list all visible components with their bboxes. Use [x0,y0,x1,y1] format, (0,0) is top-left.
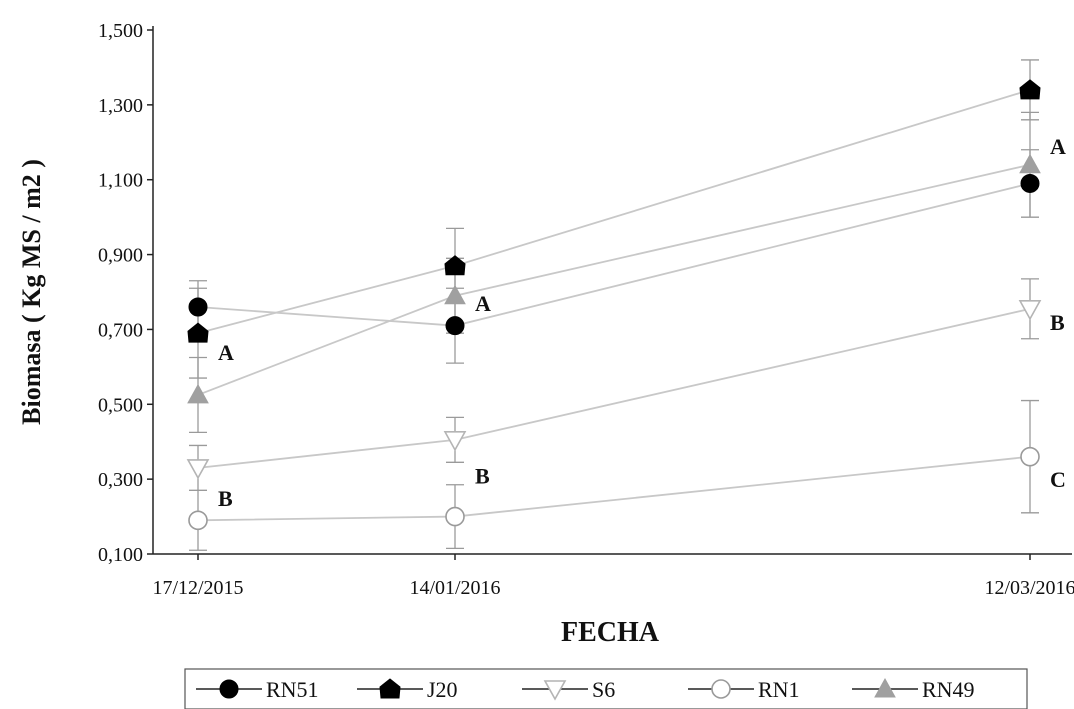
error-bars [189,59,1039,551]
data-point-rn1 [445,506,465,527]
data-point-j20 [444,255,466,276]
data-points [186,79,1042,531]
legend-marker-rn1 [711,679,731,699]
y-tick-label: 0,100 [98,544,143,566]
x-axis-title: FECHA [561,617,660,648]
y-tick-label: 0,500 [98,394,143,416]
data-point-rn51 [188,297,208,317]
y-axis-ticks: 0,100 0,300 0,500 0,700 0,900 1,100 1,300 1,500 [98,20,153,566]
y-tick-label: 0,300 [98,469,143,491]
annotation-label: B [218,486,233,511]
data-point-rn49 [1019,153,1041,174]
legend-label-j20: J20 [427,677,458,702]
y-tick-label: 0,900 [98,245,143,267]
legend-item-rn49: RN49 [852,677,975,702]
axes [152,26,1072,555]
data-point-rn51 [445,316,465,336]
series-line-rn49 [197,163,1031,396]
legend: RN51 J20 S6 RN1 RN49 [184,668,1028,709]
x-axis-ticks: 17/12/2015 14/01/2016 12/03/2016 [152,554,1074,599]
legend-item-j20: J20 [357,677,458,702]
legend-label-rn1: RN1 [758,677,800,702]
legend-label-s6: S6 [592,677,615,702]
data-point-s6 [186,459,210,480]
legend-marker-rn49 [874,677,896,698]
legend-item-s6: S6 [522,677,615,702]
y-tick-label: 0,700 [98,319,143,341]
x-tick-label: 12/03/2016 [984,577,1074,599]
significance-annotations: A B A B A B C [218,134,1066,511]
y-tick-label: 1,300 [98,95,143,117]
y-tick-label: 1,500 [98,20,143,42]
series-lines [197,89,1031,522]
annotation-label: A [475,291,491,316]
legend-item-rn51: RN51 [196,677,319,702]
x-tick-label: 17/12/2015 [152,577,243,599]
legend-label-rn49: RN49 [922,677,975,702]
legend-marker-s6 [543,680,567,701]
legend-marker-j20 [379,678,401,699]
series-line-s6 [197,307,1031,469]
legend-marker-rn51 [219,679,239,699]
data-point-rn51 [1020,173,1040,193]
data-point-rn1 [1020,446,1040,467]
series-line-rn1 [197,455,1031,522]
legend-item-rn1: RN1 [688,677,800,702]
annotation-label: C [1050,467,1066,492]
annotation-label: A [218,340,234,365]
data-point-j20 [187,322,209,343]
series-line-j20 [197,89,1031,335]
annotation-label: A [1050,134,1066,159]
data-point-s6 [443,431,467,452]
data-point-j20 [1019,79,1041,100]
y-tick-label: 1,100 [98,170,143,192]
annotation-label: B [1050,310,1065,335]
x-tick-label: 14/01/2016 [409,577,500,599]
y-axis-title: Biomasa ( Kg MS / m2 ) [17,159,46,425]
data-point-rn49 [187,383,209,404]
annotation-label: B [475,463,490,488]
legend-label-rn51: RN51 [266,677,319,702]
data-point-s6 [1018,300,1042,321]
data-point-rn1 [188,510,208,531]
series-line-rn51 [197,182,1031,327]
data-point-rn49 [444,284,466,305]
